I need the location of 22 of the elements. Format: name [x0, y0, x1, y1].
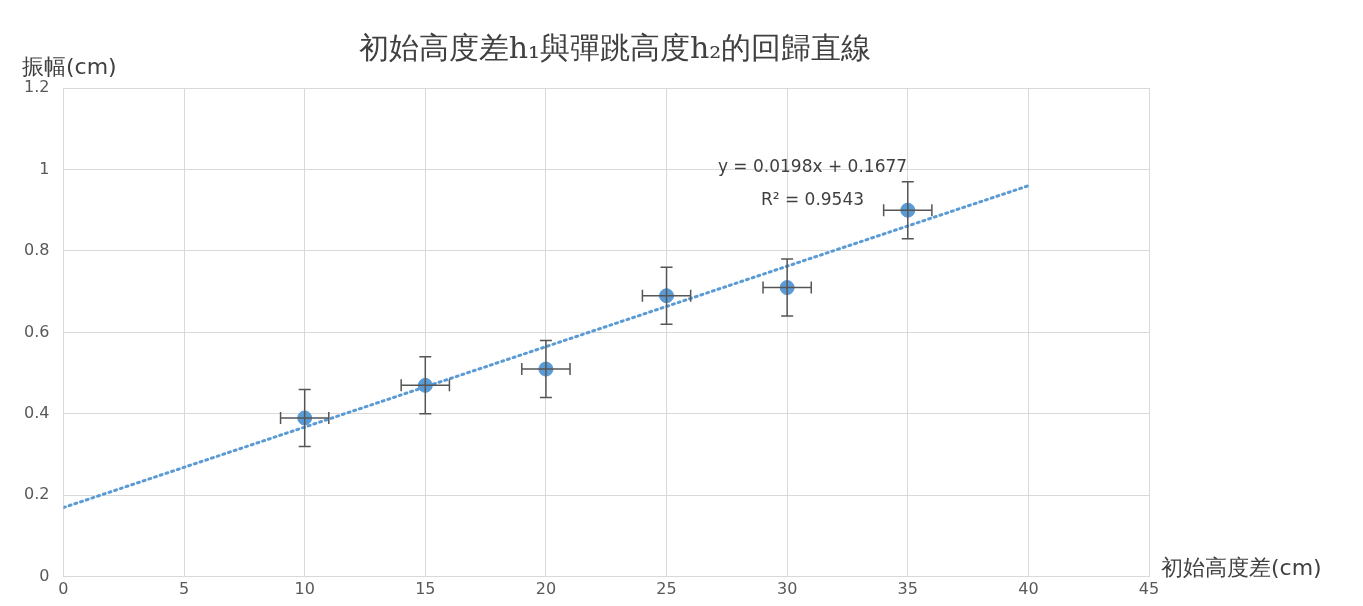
- x-tick-label: 40: [1018, 578, 1039, 598]
- x-tick-label: 25: [656, 578, 677, 598]
- x-axis-title: 初始高度差(cm): [1161, 554, 1322, 580]
- x-tick-label: 0: [58, 578, 69, 598]
- x-tick-label: 45: [1138, 578, 1160, 598]
- y-tick-label: 0.4: [23, 403, 50, 423]
- annotation: R² = 0.9543: [760, 189, 865, 210]
- y-tick-label: 0.8: [23, 240, 50, 260]
- y-tick-label: 0.6: [23, 321, 50, 341]
- y-tick-label: 0: [39, 565, 50, 585]
- x-tick-label: 20: [535, 578, 557, 598]
- y-tick-label: 1.2: [23, 77, 50, 97]
- chart-title: 初始高度差h₁與彈跳高度h₂的回歸直線: [358, 29, 872, 65]
- x-tick-label: 30: [776, 578, 798, 598]
- y-axis-title: 振幅(cm): [22, 53, 117, 79]
- y-tick-label: 1: [39, 158, 50, 178]
- x-tick-label: 15: [415, 578, 436, 598]
- x-tick-label: 35: [897, 578, 918, 598]
- x-tick-label: 10: [294, 578, 315, 598]
- y-tick-label: 0.2: [23, 484, 50, 504]
- x-tick-label: 5: [178, 578, 190, 598]
- annotation: y = 0.0198x + 0.1677: [717, 156, 908, 177]
